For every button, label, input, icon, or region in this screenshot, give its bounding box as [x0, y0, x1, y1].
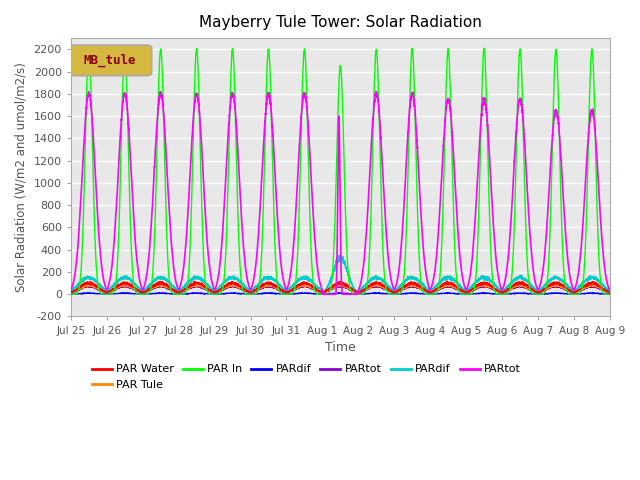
Y-axis label: Solar Radiation (W/m2 and umol/m2/s): Solar Radiation (W/m2 and umol/m2/s): [15, 62, 28, 292]
Title: Mayberry Tule Tower: Solar Radiation: Mayberry Tule Tower: Solar Radiation: [199, 15, 482, 30]
X-axis label: Time: Time: [325, 341, 356, 354]
Text: MB_tule: MB_tule: [83, 53, 136, 67]
FancyBboxPatch shape: [68, 45, 152, 76]
Legend: PAR Water, PAR Tule, PAR In, PARdif, PARtot, PARdif, PARtot: PAR Water, PAR Tule, PAR In, PARdif, PAR…: [87, 360, 525, 395]
